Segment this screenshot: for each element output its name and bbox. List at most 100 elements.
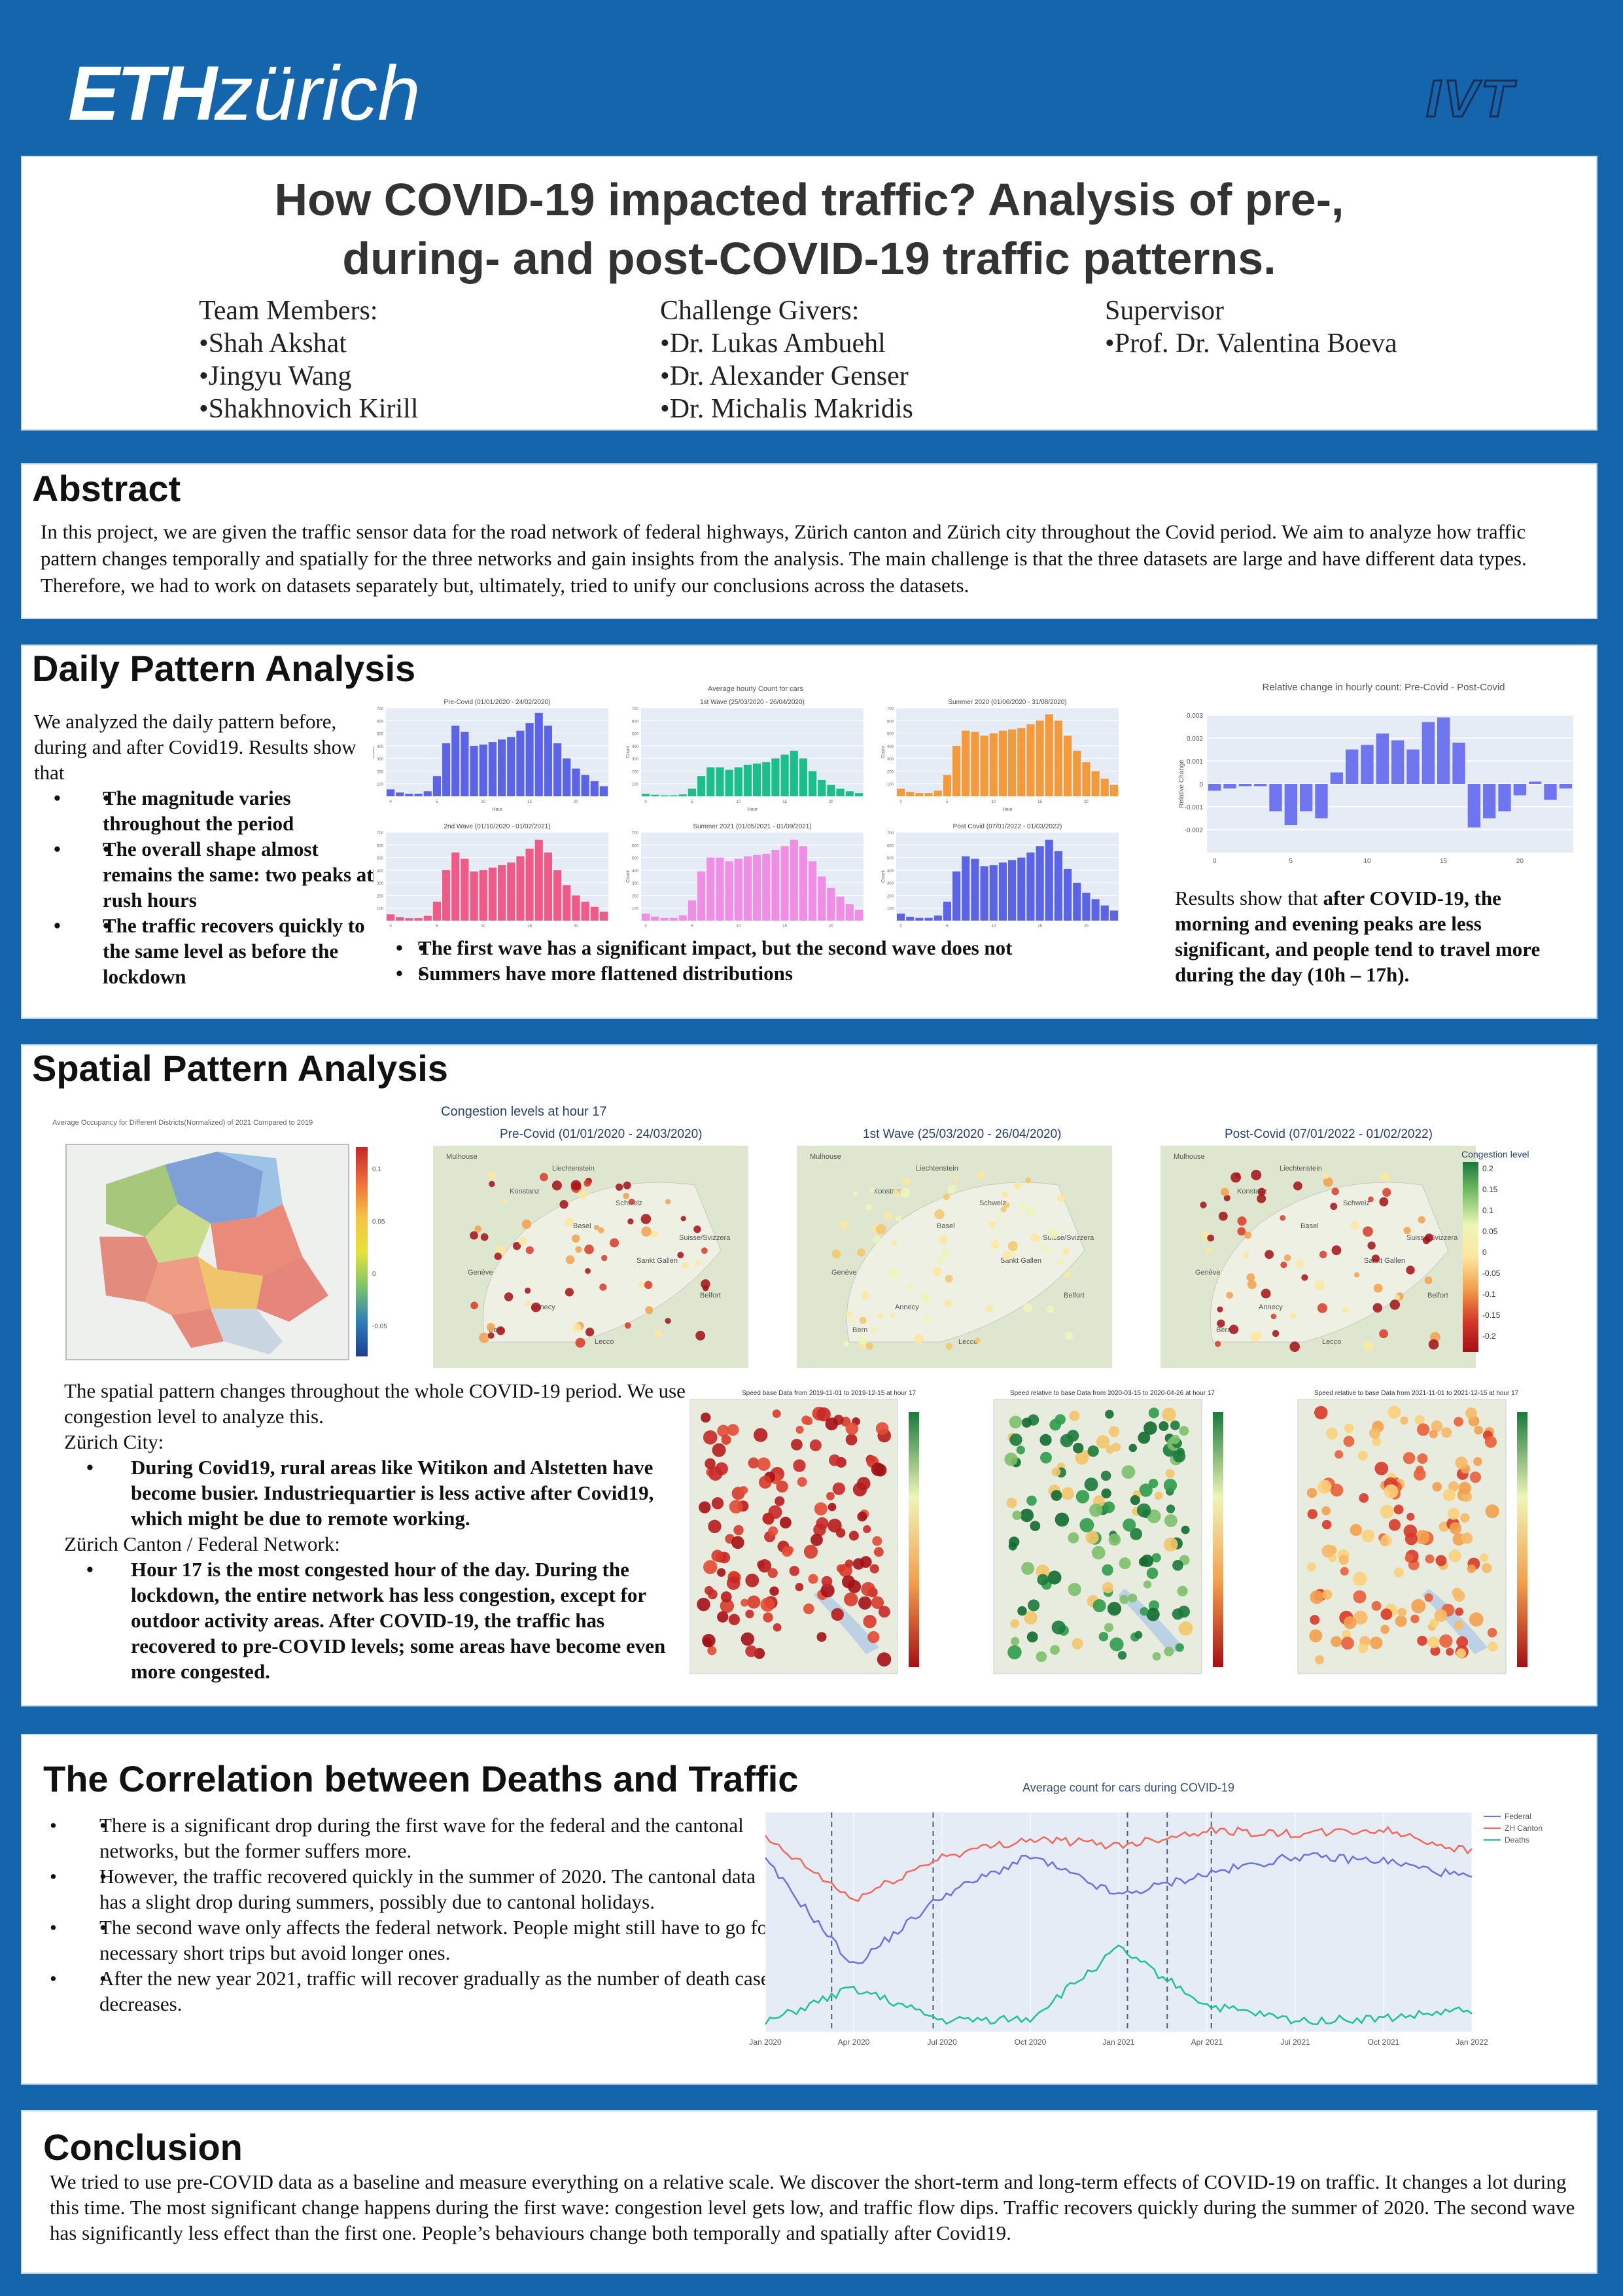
hist-panel-title: Post Covid (07/01/2022 - 01/03/2022) (953, 823, 1062, 830)
hist-ytick: 300 (377, 882, 384, 886)
speed-dot (1159, 1421, 1169, 1432)
daily-right-text: Results show that after COVID-19, the mo… (1175, 885, 1580, 987)
speed-dot (1016, 1445, 1025, 1455)
givers-heading: Challenge Givers: (660, 296, 860, 326)
hist-bar (971, 858, 979, 921)
rel-xtick: 20 (1516, 858, 1524, 865)
speed-dot (1017, 1606, 1027, 1616)
hist-bar (790, 751, 798, 796)
congestion-dot (575, 1246, 582, 1253)
rel-xtick: 0 (1213, 858, 1217, 865)
hist-bar (989, 865, 998, 921)
congestion-dot (638, 1281, 645, 1288)
congestion-dot (899, 1187, 911, 1198)
correlation-bullets: •There is a significant drop during the … (47, 1812, 786, 2017)
hist-ytick: 100 (887, 908, 894, 911)
speed-dot (1317, 1479, 1332, 1494)
congestion-dot (976, 1171, 986, 1180)
speed-dot (747, 1595, 761, 1609)
speed-dot (1448, 1549, 1461, 1563)
congestion-dot (601, 1254, 608, 1262)
map-title-1st-wave: 1st Wave (25/03/2020 - 26/04/2020) (863, 1127, 1062, 1141)
hist-bar (998, 730, 1007, 796)
speed-colorbar (909, 1412, 919, 1667)
speed-dot (1449, 1522, 1462, 1534)
congestion-dot (540, 1173, 548, 1182)
map-place-label: Belfort (700, 1292, 721, 1299)
speed-dot (1021, 1417, 1032, 1428)
speed-dot (745, 1610, 754, 1619)
congestion-dot (1406, 1265, 1415, 1275)
hist-bar (599, 786, 608, 796)
city-label: Zürich City: (64, 1430, 164, 1453)
congestion-dot (1217, 1319, 1225, 1328)
speed-dot (1341, 1636, 1354, 1650)
congestion-dot (1200, 1201, 1207, 1209)
hist-bar (924, 793, 933, 796)
relative-change-chart: Relative change in hourly count: Pre-Cov… (1178, 682, 1573, 865)
speed-dot (1461, 1532, 1473, 1544)
speed-dot (1162, 1407, 1176, 1422)
congestion-dot (1350, 1221, 1360, 1230)
hist-bar (836, 788, 845, 796)
hist-plot-area (896, 832, 1119, 921)
speed-dot (1325, 1427, 1338, 1439)
speed-dot (1036, 1564, 1050, 1579)
hist-bar (470, 745, 478, 796)
congestion-dot (934, 1209, 945, 1220)
hist-ylabel: Count (626, 870, 631, 883)
hist-ylabel: Count (626, 746, 631, 758)
map-place-label: Annecy (895, 1303, 919, 1311)
speed-dot (1393, 1504, 1404, 1515)
hist-ytick: 100 (377, 783, 384, 787)
speed-dot (1371, 1600, 1382, 1611)
speed-dot (1136, 1503, 1151, 1518)
hist-bar (697, 776, 706, 796)
congestion-dot (1330, 1203, 1338, 1210)
hist-bar (479, 744, 487, 796)
hist-bar (716, 767, 724, 796)
hist-ytick: 400 (377, 870, 384, 874)
hist-xtick: 10 (736, 800, 741, 804)
hist-ytick: 200 (632, 894, 639, 898)
hist-bar (790, 839, 798, 921)
speed-map-title: Speed base Data from 2019-11-01 to 2019-… (742, 1390, 916, 1397)
speed-dot (760, 1597, 775, 1612)
hist-bar (590, 781, 599, 796)
congestion-dot (988, 1221, 996, 1229)
speed-dot (741, 1632, 754, 1646)
speed-dot (1458, 1481, 1471, 1494)
speed-dot (1480, 1553, 1489, 1563)
congestion-dot (487, 1332, 495, 1339)
speed-dot (727, 1424, 739, 1436)
speed-dot (1338, 1555, 1349, 1565)
daily-mid-bullet: •The first wave has a significant impact… (392, 935, 1177, 961)
line-xtick: Jul 2021 (1280, 2038, 1310, 2047)
speed-dot (852, 1482, 867, 1496)
line-xtick: Oct 2021 (1368, 2038, 1400, 2047)
hist-bar (442, 870, 451, 921)
line-title: Average count for cars during COVID-19 (1022, 1781, 1234, 1794)
rel-bar (1483, 784, 1496, 819)
hist-bar (1054, 851, 1062, 921)
hist-xtick: 5 (946, 800, 949, 804)
speed-dot (1010, 1619, 1020, 1629)
hist-bar (590, 906, 599, 921)
hist-xtick: 20 (1084, 925, 1089, 928)
canton-bullet: • Hour 17 is the most congested hour of t… (86, 1558, 666, 1683)
hist-xtick: 5 (691, 800, 693, 804)
hist-bar (1073, 883, 1081, 921)
hist-bar (952, 871, 961, 921)
speed-dot (1163, 1478, 1178, 1492)
hist-ytick: 300 (887, 758, 894, 762)
speed-dot (1012, 1510, 1022, 1520)
map-place-label: Belfort (1427, 1292, 1448, 1299)
speed-dot (844, 1592, 858, 1606)
hist-ytick: 700 (632, 707, 639, 711)
speed-dot (1108, 1533, 1121, 1546)
congestion-dot (858, 1334, 868, 1345)
congestion-dot (486, 1322, 495, 1332)
spatial-text: The spatial pattern changes throughout t… (64, 1378, 686, 1684)
district (256, 1256, 328, 1322)
speed-dot (1068, 1532, 1079, 1544)
